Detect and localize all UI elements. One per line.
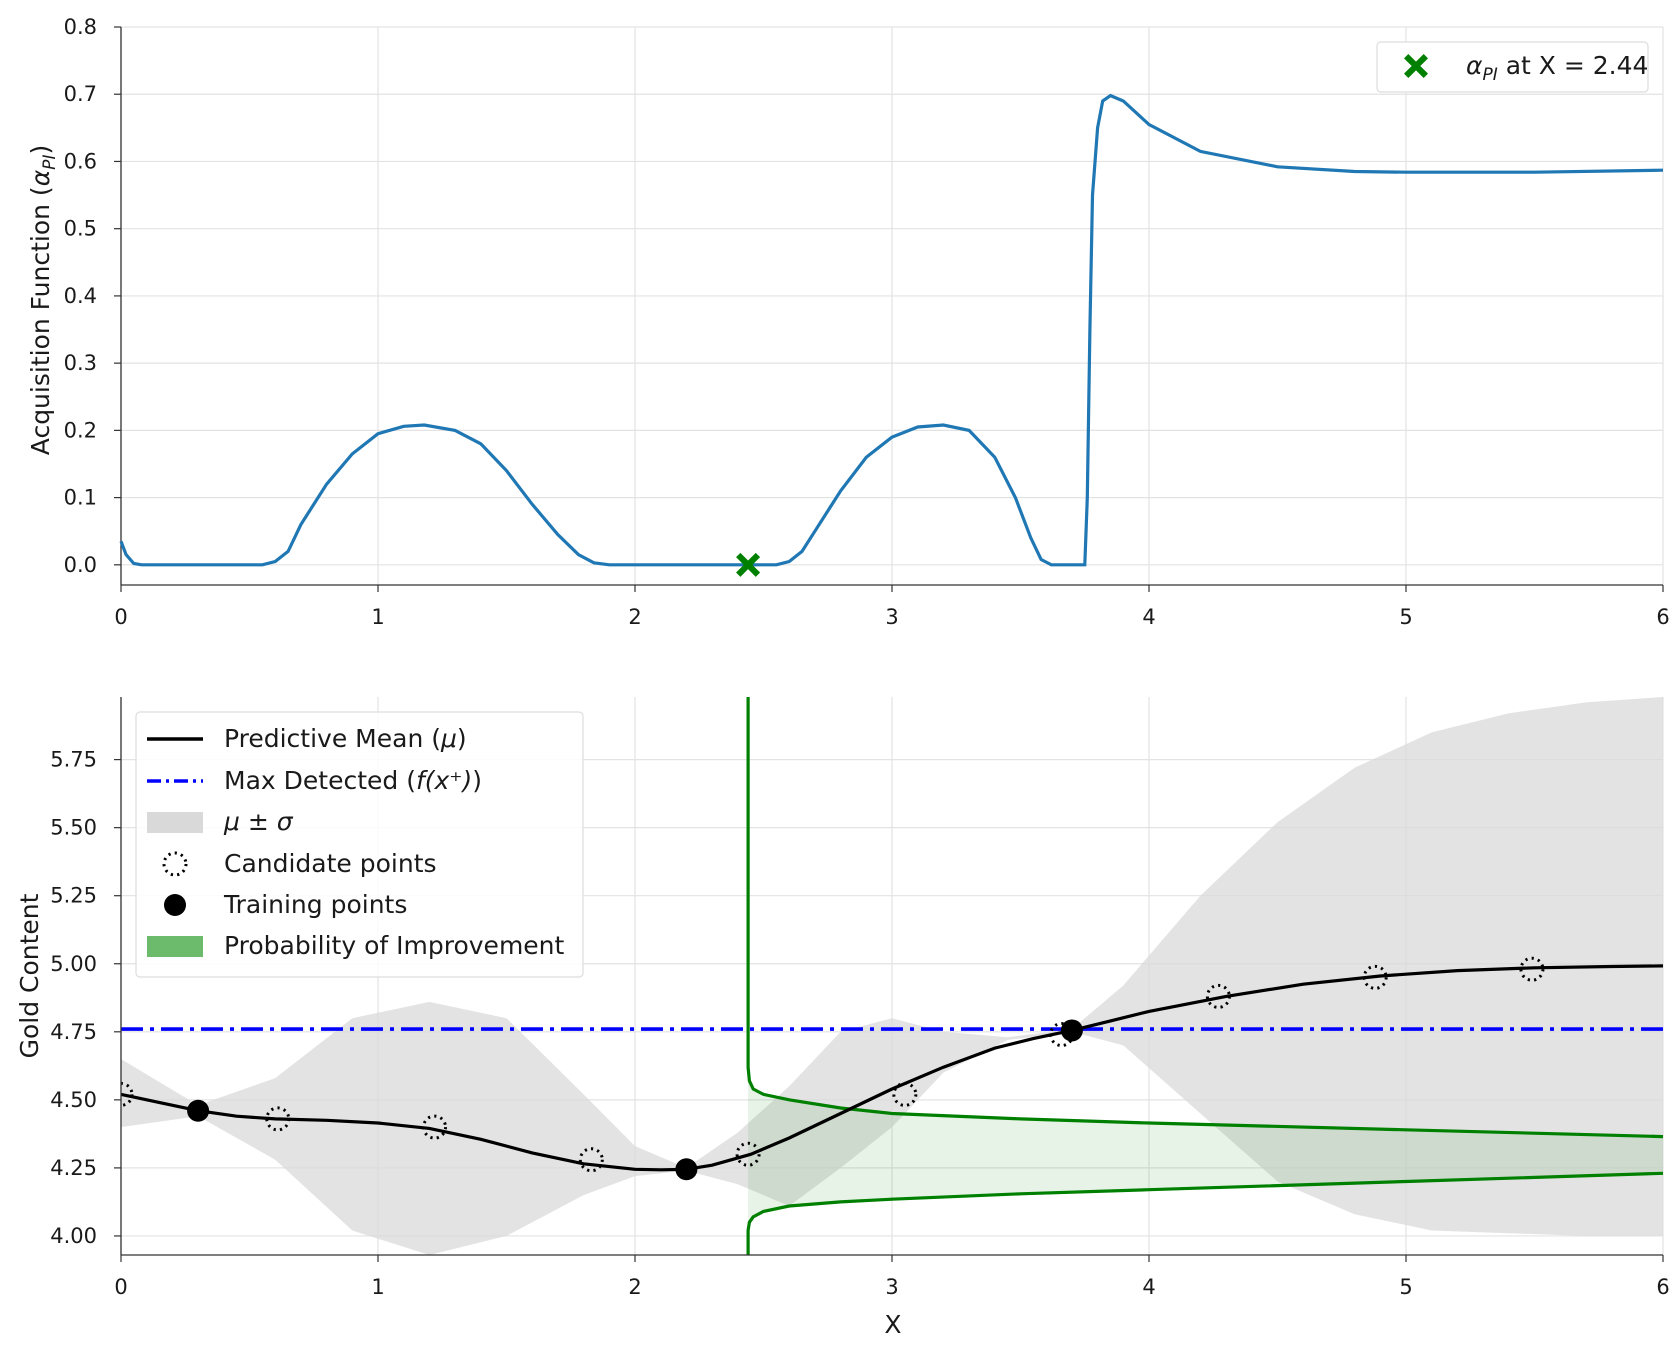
top-y-axis-label-sub: PI	[40, 155, 60, 170]
candidate-point	[422, 1114, 448, 1140]
bottom-y-tick-label: 4.50	[50, 1088, 97, 1112]
legend-mean-text: Predictive Mean (	[224, 724, 441, 753]
legend-label-mean: Predictive Mean (μ)	[224, 724, 467, 753]
bottom-legend: Predictive Mean (μ) Max Detected (f(x⁺))…	[135, 711, 584, 978]
top-y-tick-label: 0.7	[64, 82, 97, 106]
top-legend-box	[1376, 41, 1649, 93]
bottom-x-tick-label: 0	[114, 1275, 127, 1299]
bottom-y-tick-label: 5.75	[50, 748, 97, 772]
candidate-point	[1362, 964, 1388, 990]
top-y-axis-label-main: Acquisition Function (	[26, 186, 55, 455]
training-points	[187, 1019, 1083, 1181]
top-gridlines	[120, 26, 1664, 585]
legend-mean-end: )	[457, 724, 467, 753]
candidate-point	[892, 1081, 918, 1107]
top-y-tick-label: 0.3	[64, 351, 97, 375]
top-y-tick-labels: 0.0 0.1 0.2 0.3 0.4 0.5 0.6 0.7 0.8	[64, 15, 97, 577]
legend-label-band: μ ± σ	[223, 807, 294, 836]
top-x-tick-label: 5	[1399, 605, 1412, 629]
top-y-axis-label: Acquisition Function (αPI)	[26, 145, 60, 455]
legend-key-band	[147, 812, 203, 833]
bottom-y-tick-label: 4.25	[50, 1156, 97, 1180]
bottom-y-tick-label: 5.00	[50, 952, 97, 976]
top-x-tick-label: 4	[1142, 605, 1155, 629]
candidate-point	[735, 1141, 761, 1167]
bottom-legend-box	[135, 711, 584, 978]
bottom-x-tick-label: 1	[371, 1275, 384, 1299]
max-acquisition-marker	[736, 552, 761, 577]
top-y-tick-label: 0.6	[64, 149, 97, 173]
bottom-x-tick-label: 3	[885, 1275, 898, 1299]
top-legend: αPI at X = 2.44	[1376, 41, 1649, 93]
candidate-point	[578, 1147, 604, 1173]
bottom-y-tick-labels: 4.00 4.25 4.50 4.75 5.00 5.25 5.50 5.75	[50, 748, 97, 1248]
bottom-y-tick-label: 5.50	[50, 816, 97, 840]
top-y-tick-label: 0.0	[64, 553, 97, 577]
bottom-x-tick-labels: 0 1 2 3 4 5 6	[114, 1275, 1669, 1299]
training-point	[675, 1158, 698, 1181]
legend-max-text: Max Detected (	[224, 766, 416, 795]
acquisition-curve	[119, 93, 1664, 567]
probability-of-improvement-fill	[748, 1029, 1663, 1255]
top-axes	[114, 26, 1664, 592]
top-y-tick-label: 0.8	[64, 15, 97, 39]
bottom-legend-keys	[147, 737, 203, 957]
top-legend-marker-icon	[1404, 54, 1428, 78]
candidate-points	[121, 956, 1545, 1173]
candidate-point	[1205, 983, 1231, 1009]
top-y-axis-label-close: )	[26, 145, 55, 155]
top-legend-label-rest: at X = 2.44	[1498, 51, 1649, 80]
top-x-tick-labels: 0 1 2 3 4 5 6	[114, 605, 1669, 629]
top-y-axis-label-greek: α	[26, 169, 55, 186]
bottom-y-axis-label: Gold Content	[15, 893, 44, 1058]
bottom-x-tick-label: 2	[628, 1275, 641, 1299]
bottom-x-tick-label: 5	[1399, 1275, 1412, 1299]
legend-label-max: Max Detected (f(x⁺))	[224, 766, 482, 795]
top-x-tick-label: 0	[114, 605, 127, 629]
bottom-x-axis-label: X	[884, 1310, 901, 1339]
probability-density-upper-curve	[746, 697, 1663, 1139]
legend-label-candidates: Candidate points	[224, 849, 437, 878]
bottom-y-tick-label: 4.75	[50, 1020, 97, 1044]
acquisition-max-x-marker	[736, 552, 761, 577]
probability-density-lower-curve	[746, 1171, 1663, 1255]
top-y-tick-label: 0.1	[64, 486, 97, 510]
legend-max-end: )	[472, 766, 482, 795]
top-y-tick-label: 0.4	[64, 284, 97, 308]
top-y-tick-label: 0.5	[64, 217, 97, 241]
legend-label-pi: Probability of Improvement	[224, 931, 565, 960]
uncertainty-band	[121, 697, 1663, 1255]
bottom-y-tick-label: 4.00	[50, 1224, 97, 1248]
legend-x-marker	[1404, 54, 1428, 78]
legend-key-pi	[147, 936, 203, 957]
candidate-point	[1519, 956, 1545, 982]
training-point	[1060, 1019, 1083, 1042]
bottom-x-tick-label: 4	[1142, 1275, 1155, 1299]
acquisition-function-panel: 0 1 2 3 4 5 6 0.0 0.1 0.2 0.3 0.4 0.5 0.6 0.7 0.8 Acqu…	[26, 15, 1670, 629]
top-x-tick-label: 1	[371, 605, 384, 629]
legend-mean-greek: μ	[440, 724, 457, 753]
bottom-y-tick-label: 5.25	[50, 884, 97, 908]
top-legend-label-greek: α	[1466, 51, 1483, 80]
legend-key-candidate	[162, 851, 188, 877]
legend-key-training	[164, 894, 186, 916]
legend-max-greek: f(x⁺)	[416, 766, 472, 795]
top-x-tick-label: 3	[885, 605, 898, 629]
bottom-x-tick-label: 6	[1656, 1275, 1669, 1299]
top-x-tick-label: 6	[1656, 605, 1669, 629]
top-legend-label: αPI at X = 2.44	[1466, 51, 1648, 85]
top-legend-label-sub: PI	[1482, 65, 1497, 85]
top-x-tick-label: 2	[628, 605, 641, 629]
gaussian-process-panel: 0 1 2 3 4 5 6 4.00 4.25 4.50 4.75 5.00 5.25 5.50 5.75…	[15, 697, 1670, 1339]
candidate-point	[121, 1081, 134, 1107]
predictive-mean-curve	[121, 964, 1663, 1172]
top-y-tick-label: 0.2	[64, 418, 97, 442]
candidate-point	[265, 1106, 291, 1132]
legend-band-greek: μ ± σ	[223, 807, 294, 836]
training-point	[187, 1099, 210, 1122]
legend-label-training: Training points	[223, 890, 407, 919]
bottom-axes	[114, 697, 1664, 1262]
